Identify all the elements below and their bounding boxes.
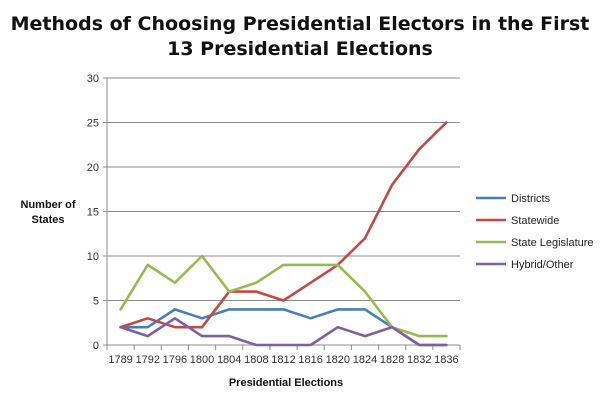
series-lines <box>119 121 448 347</box>
y-tick-label: 30 <box>87 73 99 85</box>
x-tick-label: 1789 <box>108 354 132 366</box>
legend: Districts Statewide State Legislature Hybri… <box>476 193 594 271</box>
legend-label-state-legislature: State Legislature <box>511 237 594 249</box>
y-tick-label: 10 <box>87 251 99 263</box>
y-tick-labels: 0 5 10 15 20 25 30 <box>87 73 99 352</box>
x-tick-label: 1828 <box>380 354 404 366</box>
x-tick-label: 1816 <box>298 354 322 366</box>
x-tick-label: 1800 <box>190 354 214 366</box>
legend-label-statewide: Statewide <box>511 215 559 227</box>
y-tick-label: 25 <box>87 118 99 130</box>
series-line-statewide <box>119 121 448 329</box>
x-tick-label: 1820 <box>326 354 350 366</box>
x-tick-label: 1804 <box>217 354 241 366</box>
chart-title-line-1: Methods of Choosing Presidential Elector… <box>11 13 590 35</box>
x-tick-label: 1812 <box>271 354 295 366</box>
y-axis-label-line-2: States <box>31 214 64 226</box>
y-tick-label: 20 <box>87 162 99 174</box>
y-tick-label: 5 <box>93 296 99 308</box>
series-line-districts <box>119 308 448 347</box>
x-axis-label: Presidential Elections <box>229 377 343 389</box>
series-line-hybrid-other <box>119 316 448 347</box>
y-tick-label: 0 <box>93 340 99 352</box>
x-tick-label: 1836 <box>434 354 458 366</box>
y-tick-label: 15 <box>87 207 99 219</box>
x-tick-label: 1792 <box>135 354 159 366</box>
x-tick-labels: 1789 1792 1796 1800 1804 1808 1812 1816 1820 1824… <box>108 354 458 366</box>
x-tick-label: 1796 <box>163 354 187 366</box>
x-tick-label: 1808 <box>244 354 268 366</box>
legend-label-hybrid-other: Hybrid/Other <box>511 259 574 271</box>
gridlines <box>107 77 460 301</box>
legend-label-districts: Districts <box>511 193 551 205</box>
y-axis-label-line-1: Number of <box>21 199 76 211</box>
chart-title-line-2: 13 Presidential Elections <box>167 38 433 60</box>
x-tick-label: 1832 <box>407 354 431 366</box>
x-tick-label: 1824 <box>353 354 377 366</box>
